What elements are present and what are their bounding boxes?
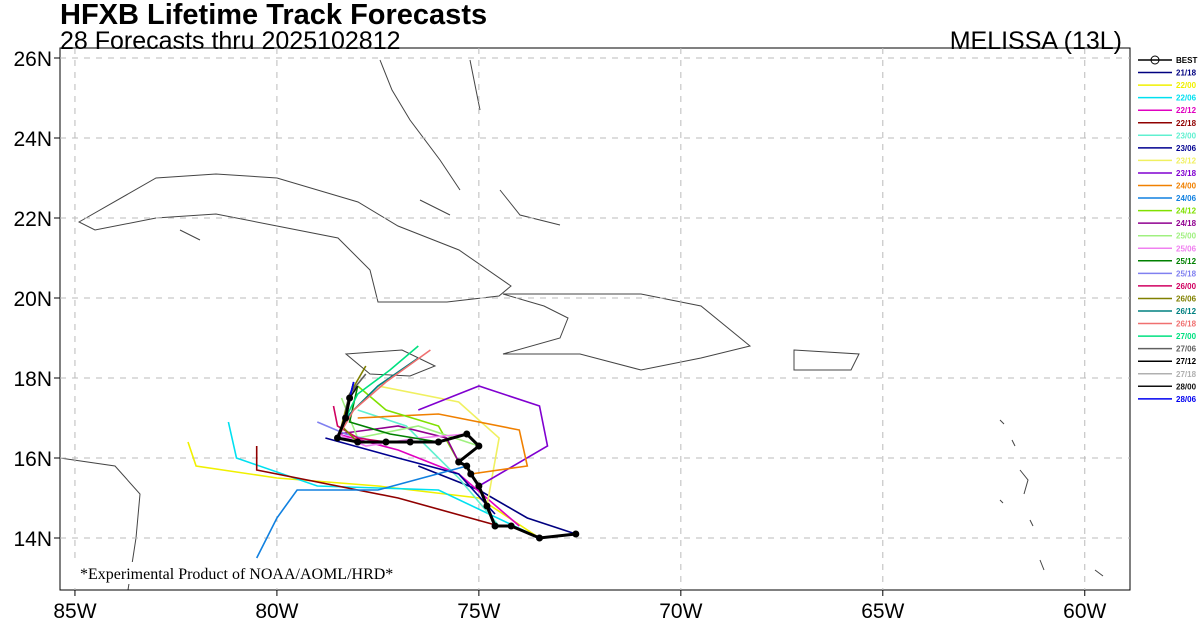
y-tick-label: 20N bbox=[13, 288, 52, 311]
x-tick-label: 70W bbox=[659, 600, 702, 623]
best-track-point bbox=[475, 442, 483, 450]
legend: BEST 21/18 22/00 22/06 22/12 22/18 23/00 23/06 2… bbox=[1138, 55, 1197, 404]
legend-label: 22/12 bbox=[1176, 106, 1197, 115]
best-track-point bbox=[346, 394, 354, 402]
x-tick-label: 65W bbox=[861, 600, 904, 623]
legend-label: 28/06 bbox=[1176, 395, 1197, 404]
legend-label: 25/12 bbox=[1176, 257, 1197, 266]
best-track-point bbox=[406, 438, 414, 446]
best-track-point bbox=[382, 438, 390, 446]
forecast-track bbox=[418, 385, 549, 487]
forecast-track bbox=[357, 409, 500, 527]
y-tick-label: 16N bbox=[13, 448, 52, 471]
y-tick-label: 18N bbox=[13, 368, 52, 391]
forecast-track bbox=[418, 465, 577, 535]
x-tick-label: 75W bbox=[457, 600, 500, 623]
best-track-point bbox=[333, 434, 341, 442]
best-track-point bbox=[342, 414, 350, 422]
forecast-track bbox=[325, 437, 496, 515]
legend-label: 26/06 bbox=[1176, 294, 1197, 303]
forecast-track bbox=[357, 413, 529, 475]
x-tick-label: 60W bbox=[1063, 600, 1106, 623]
plot-frame bbox=[59, 47, 1131, 591]
footnote: *Experimental Product of NOAA/AOML/HRD* bbox=[80, 566, 393, 583]
legend-label: 27/00 bbox=[1176, 332, 1197, 341]
best-track-point bbox=[475, 482, 483, 490]
forecast-track bbox=[377, 385, 500, 507]
legend-label: 27/12 bbox=[1176, 357, 1197, 366]
legend-label: 22/06 bbox=[1176, 94, 1197, 103]
forecast-track bbox=[255, 446, 500, 527]
best-track-point bbox=[463, 430, 471, 438]
subtitle: 28 Forecasts thru 2025102812 bbox=[60, 27, 401, 55]
cuba bbox=[77, 173, 512, 303]
hispaniola bbox=[502, 293, 752, 371]
forecast-track bbox=[336, 349, 431, 439]
forecast-track bbox=[337, 425, 460, 463]
forecast-track bbox=[255, 465, 468, 559]
legend-label: 21/18 bbox=[1176, 69, 1197, 78]
y-tick-label: 22N bbox=[13, 208, 52, 231]
legend-label: 24/06 bbox=[1176, 194, 1197, 203]
legend-label: 25/06 bbox=[1176, 244, 1197, 253]
best-track-point bbox=[434, 438, 442, 446]
legend-label: 23/18 bbox=[1176, 169, 1197, 178]
legend-label: 25/00 bbox=[1176, 232, 1197, 241]
best-track-point bbox=[572, 530, 580, 538]
y-tick-label: 26N bbox=[13, 48, 52, 71]
y-tick-label: 14N bbox=[13, 528, 52, 551]
legend-label: 24/12 bbox=[1176, 207, 1197, 216]
legend-label: 22/18 bbox=[1176, 119, 1197, 128]
legend-label: 26/18 bbox=[1176, 320, 1197, 329]
legend-label: 28/00 bbox=[1176, 382, 1197, 391]
jamaica bbox=[344, 349, 437, 377]
legend-label: BEST bbox=[1176, 56, 1197, 65]
legend-label: 24/00 bbox=[1176, 182, 1197, 191]
best-track-point bbox=[491, 522, 499, 530]
puerto-rico bbox=[793, 349, 860, 371]
legend-label: 23/12 bbox=[1176, 156, 1197, 165]
forecast-track bbox=[357, 385, 460, 463]
y-tick-label: 24N bbox=[13, 128, 52, 151]
x-tick-label: 85W bbox=[53, 600, 96, 623]
best-track-point bbox=[483, 502, 491, 510]
central-america bbox=[59, 457, 141, 591]
bahamas bbox=[179, 59, 561, 241]
footnote-box bbox=[74, 562, 446, 584]
forecast-track bbox=[340, 365, 367, 443]
grid bbox=[54, 48, 1130, 596]
best-track-point bbox=[535, 534, 543, 542]
title: HFXB Lifetime Track Forecasts bbox=[60, 0, 487, 31]
best-track-point bbox=[354, 438, 362, 446]
forecast-track bbox=[348, 385, 439, 443]
legend-label: 26/12 bbox=[1176, 307, 1197, 316]
legend-label: 25/18 bbox=[1176, 269, 1197, 278]
x-tick-label: 80W bbox=[255, 600, 298, 623]
best-track-point bbox=[467, 470, 475, 478]
best-track-point bbox=[463, 462, 471, 470]
lesser-antilles bbox=[999, 419, 1104, 577]
best-track-point bbox=[507, 522, 515, 530]
legend-label: 27/06 bbox=[1176, 345, 1197, 354]
forecast-track bbox=[227, 421, 540, 539]
best-track-point bbox=[455, 458, 463, 466]
legend-label: 27/18 bbox=[1176, 370, 1197, 379]
legend-symbol bbox=[1150, 55, 1160, 65]
tracks bbox=[187, 345, 580, 559]
legend-label: 26/00 bbox=[1176, 282, 1197, 291]
legend-label: 22/00 bbox=[1176, 81, 1197, 90]
legend-label: 23/00 bbox=[1176, 131, 1197, 140]
forecast-track bbox=[344, 345, 419, 419]
coastlines bbox=[59, 59, 1104, 591]
legend-label: 23/06 bbox=[1176, 144, 1197, 153]
storm-name: MELISSA (13L) bbox=[950, 27, 1122, 55]
legend-label: 24/18 bbox=[1176, 219, 1197, 228]
